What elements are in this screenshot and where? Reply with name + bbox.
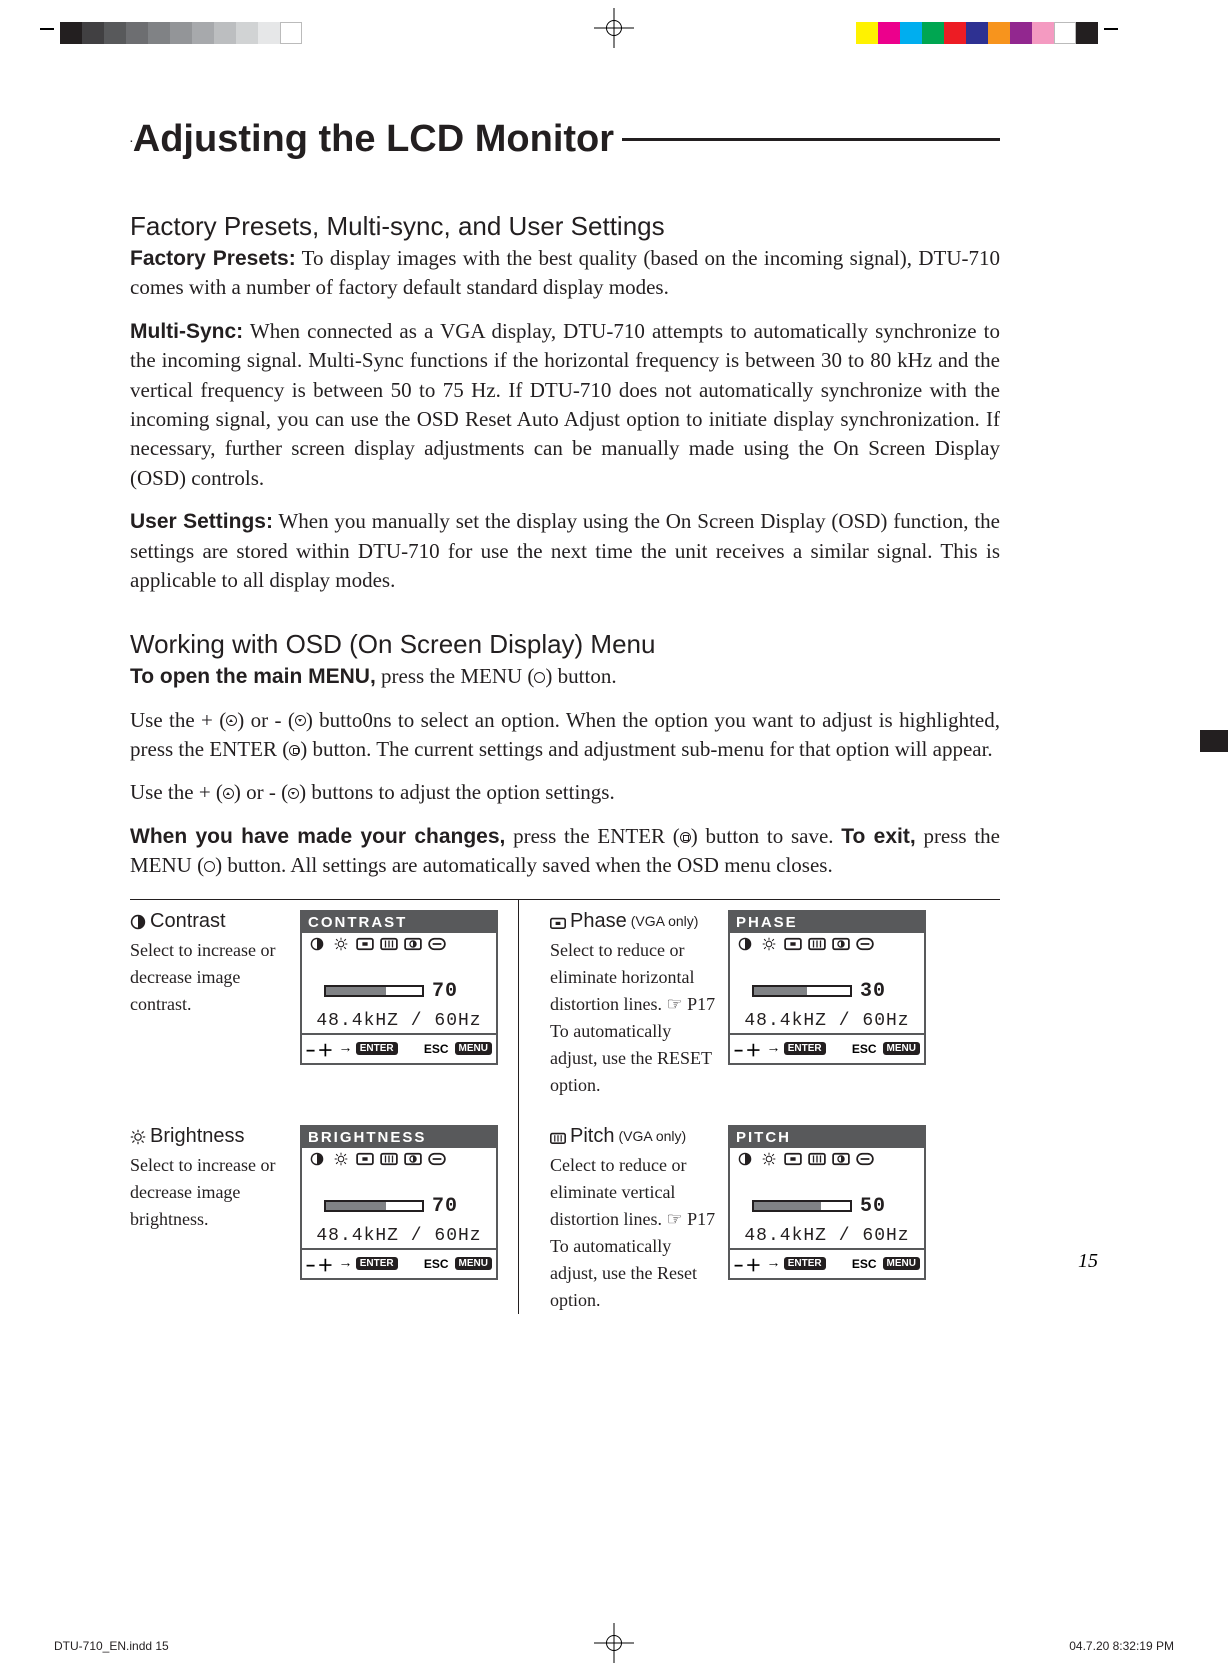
osd-icon-row-1 xyxy=(730,933,924,952)
section1-p1: Factory Presets: To display images with … xyxy=(130,244,1000,303)
osd-panel-title: PITCH xyxy=(730,1127,924,1148)
color-swatches xyxy=(856,22,1098,44)
osd-footer: −＋ →ENTER ESCMENU xyxy=(730,1033,924,1063)
osd-value: 70 xyxy=(432,1195,458,1218)
osd-freq: 48.4kHZ / 60Hz xyxy=(302,1218,496,1248)
osd-slider xyxy=(324,985,424,997)
osd-icon-row-2: RGBR xyxy=(302,952,496,974)
doc-footer-left: DTU-710_EN.indd 15 xyxy=(54,1639,169,1653)
osd-slider xyxy=(752,1200,852,1212)
page-title-text: Adjusting the LCD Monitor xyxy=(133,118,614,161)
osd-panel-wrap: BRIGHTNESS RGBR 70 48.4kHZ / 60Hz −＋ →EN… xyxy=(300,1125,498,1314)
osd-panel-title: PHASE xyxy=(730,912,924,933)
osd-examples-grid: ContrastSelect to increase or decrease i… xyxy=(130,899,1000,1314)
osd-icon-row-1 xyxy=(302,1148,496,1167)
osd-slider-row: 70 xyxy=(302,1189,496,1218)
section2-p1: To open the main MENU, press the MENU ()… xyxy=(130,662,1000,691)
section2-heading: Working with OSD (On Screen Display) Men… xyxy=(130,629,1000,660)
osd-slider-row: 30 xyxy=(730,974,924,1003)
osd-panel-title: BRIGHTNESS xyxy=(302,1127,496,1148)
osd-slider-row: 70 xyxy=(302,974,496,1003)
osd-freq: 48.4kHZ / 60Hz xyxy=(730,1218,924,1248)
osd-value: 50 xyxy=(860,1195,886,1218)
grid-divider xyxy=(518,900,519,1314)
page-title: .Adjusting the LCD Monitor xyxy=(130,118,1000,161)
section2-p3: Use the + () or - () buttons to adjust t… xyxy=(130,778,1000,807)
spacer xyxy=(498,910,528,1099)
sun-icon xyxy=(130,1128,146,1144)
section1-heading: Factory Presets, Multi-sync, and User Se… xyxy=(130,211,1000,242)
osd-freq: 48.4kHZ / 60Hz xyxy=(302,1003,496,1033)
doc-footer-right: 04.7.20 8:32:19 PM xyxy=(1069,1639,1174,1653)
osd-panel: PITCH RGBR 50 48.4kHZ / 60Hz −＋ →ENTER E… xyxy=(728,1125,926,1280)
osd-footer: −＋ →ENTER ESCMENU xyxy=(302,1248,496,1278)
box-icon xyxy=(550,913,566,929)
osd-footer: −＋ →ENTER ESCMENU xyxy=(730,1248,924,1278)
osd-icon-row-2: RGBR xyxy=(730,952,924,974)
osd-freq: 48.4kHZ / 60Hz xyxy=(730,1003,924,1033)
osd-icon-row-2: RGBR xyxy=(302,1167,496,1189)
osd-desc: Pitch (VGA only)Celect to reduce or elim… xyxy=(528,1125,728,1314)
contrast-icon xyxy=(130,913,146,929)
edge-tick xyxy=(1104,28,1118,30)
osd-slider xyxy=(752,985,852,997)
section1-p2: Multi-Sync: When connected as a VGA disp… xyxy=(130,317,1000,493)
osd-panel: BRIGHTNESS RGBR 70 48.4kHZ / 60Hz −＋ →EN… xyxy=(300,1125,498,1280)
osd-panel: PHASE RGBR 30 48.4kHZ / 60Hz −＋ →ENTER E… xyxy=(728,910,926,1065)
osd-slider xyxy=(324,1200,424,1212)
section1-p3: User Settings: When you manually set the… xyxy=(130,507,1000,595)
edge-tick xyxy=(40,28,54,30)
doc-footer: DTU-710_EN.indd 15 04.7.20 8:32:19 PM xyxy=(54,1639,1174,1653)
osd-panel: CONTRAST RGBR 70 48.4kHZ / 60Hz −＋ →ENTE… xyxy=(300,910,498,1065)
osd-icon-row-1 xyxy=(730,1148,924,1167)
grayscale-swatches xyxy=(60,22,302,44)
osd-icon-row-1 xyxy=(302,933,496,952)
osd-desc: BrightnessSelect to increase or decrease… xyxy=(130,1125,300,1314)
osd-icon-row-2: RGBR xyxy=(730,1167,924,1189)
spacer xyxy=(498,1125,528,1314)
osd-desc: ContrastSelect to increase or decrease i… xyxy=(130,910,300,1099)
osd-slider-row: 50 xyxy=(730,1189,924,1218)
osd-panel-wrap: PITCH RGBR 50 48.4kHZ / 60Hz −＋ →ENTER E… xyxy=(728,1125,926,1314)
page-number: 15 xyxy=(1078,1250,1098,1273)
crop-mark-top xyxy=(594,8,634,48)
osd-panel-wrap: PHASE RGBR 30 48.4kHZ / 60Hz −＋ →ENTER E… xyxy=(728,910,926,1099)
osd-panel-title: CONTRAST xyxy=(302,912,496,933)
section2-p4: When you have made your changes, press t… xyxy=(130,822,1000,881)
section2-p2: Use the + () or - () butto0ns to select … xyxy=(130,706,1000,765)
osd-value: 70 xyxy=(432,980,458,1003)
page-content: .Adjusting the LCD Monitor Factory Prese… xyxy=(130,118,1000,1314)
thumb-tab xyxy=(1200,730,1228,752)
bars-icon xyxy=(550,1128,566,1144)
osd-value: 30 xyxy=(860,980,886,1003)
osd-footer: −＋ →ENTER ESCMENU xyxy=(302,1033,496,1063)
osd-panel-wrap: CONTRAST RGBR 70 48.4kHZ / 60Hz −＋ →ENTE… xyxy=(300,910,498,1099)
osd-desc: Phase (VGA only)Select to reduce or elim… xyxy=(528,910,728,1099)
